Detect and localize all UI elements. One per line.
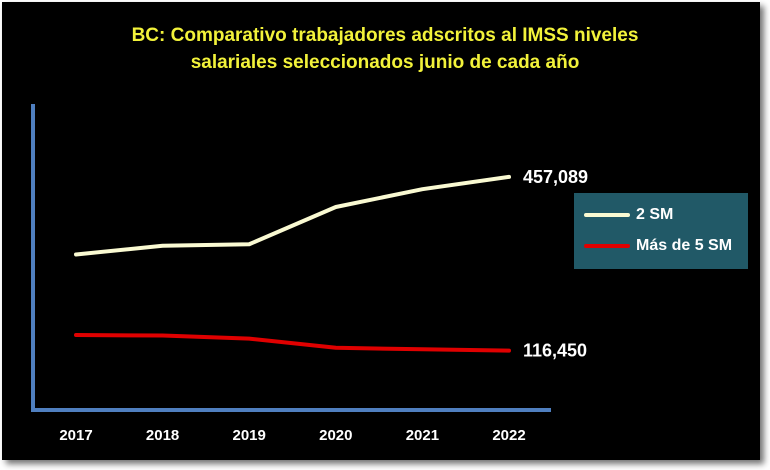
legend-swatch-2-sm	[584, 213, 630, 217]
data-label-end: 457,089	[523, 167, 588, 187]
legend-label-2-sm: 2 SM	[636, 206, 674, 223]
legend-swatch-mas-de-5-sm	[584, 244, 630, 248]
x-tick-label: 2019	[233, 427, 266, 444]
data-label-end: 116,450	[523, 341, 587, 361]
chart-title-line-1: BC: Comparativo trabajadores adscritos a…	[131, 25, 639, 46]
legend-item-2-sm: 2 SM	[584, 205, 673, 225]
x-tick-label: 2021	[406, 427, 439, 444]
x-tick-label: 2017	[59, 427, 92, 444]
x-tick-label: 2022	[492, 427, 525, 444]
x-tick-label: 2018	[146, 427, 179, 444]
chart-legend: 2 SM Más de 5 SM	[574, 193, 748, 269]
series-line-1	[74, 333, 511, 353]
legend-item-mas-de-5-sm: Más de 5 SM	[584, 236, 732, 256]
chart-title: BC: Comparativo trabajadores adscritos a…	[0, 22, 770, 76]
legend-label-mas-de-5-sm: Más de 5 SM	[636, 237, 733, 254]
chart-title-line-2: salariales seleccionados junio de cada a…	[190, 52, 580, 73]
x-tick-label: 2020	[319, 427, 352, 444]
series-line-0	[74, 174, 511, 257]
